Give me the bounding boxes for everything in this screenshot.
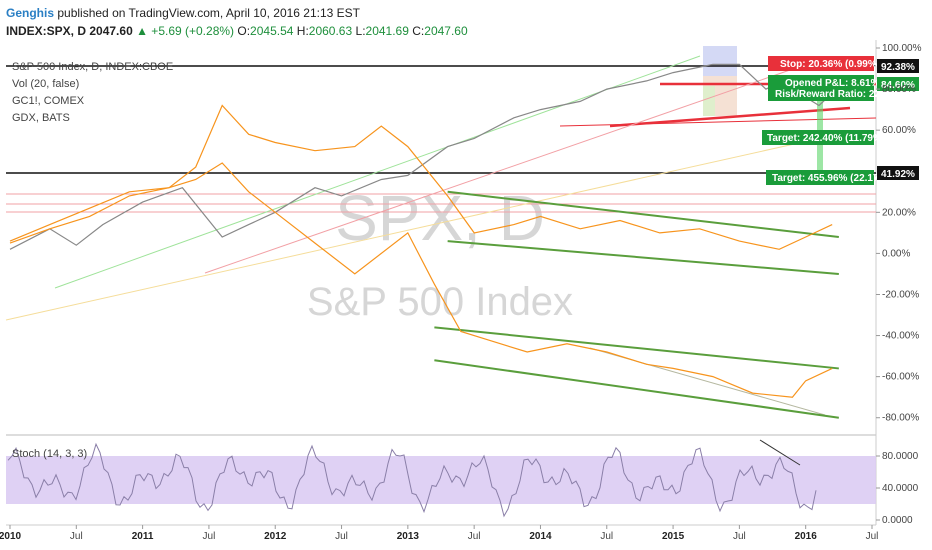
stoch-trendline <box>759 439 801 466</box>
x-tick-label: 2013 <box>397 531 420 542</box>
tag-mid <box>877 77 919 91</box>
reward-zone <box>703 86 715 116</box>
price-value: 2047.60 <box>89 24 133 38</box>
tag-top <box>877 59 919 73</box>
header-line-1: Genghis published on TradingView.com, Ap… <box>6 6 360 20</box>
rr-label: Risk/Reward Ratio: 22.39 <box>775 89 894 100</box>
header-line-2: INDEX:SPX, D 2047.60 ▲ +5.69 (+0.28%) O:… <box>6 24 468 38</box>
symbol-label: INDEX:SPX, D <box>6 24 87 38</box>
watermark-subtitle: S&P 500 Index <box>307 280 573 324</box>
stoch-tick-label: 40.0000 <box>882 483 919 494</box>
channel-1-upper[interactable] <box>447 190 839 238</box>
target1-box[interactable] <box>762 130 874 145</box>
tag-top-label: 92.38% <box>881 62 915 73</box>
stop-box[interactable] <box>768 56 874 71</box>
channel-2-lower[interactable] <box>434 359 839 419</box>
chart-area[interactable]: SPX, D S&P 500 Index S&P 500 Index, D, I… <box>0 40 932 550</box>
open-value: 2045.54 <box>250 24 294 38</box>
target2-label: Target: 455.96% (22.17%) <box>772 173 891 184</box>
x-tick-label: Jul <box>70 531 83 542</box>
green-trendline <box>54 55 701 289</box>
stoch-axis: 80.0000 40.0000 0.0000 <box>876 451 919 526</box>
y-tick-label: 60.00% <box>882 125 916 136</box>
open-label: O: <box>237 24 251 38</box>
target1-label: Target: 242.40% (11.79%) <box>767 133 885 144</box>
y-tick-label: -20.00% <box>882 289 919 300</box>
series-line-1[interactable] <box>9 63 846 250</box>
legend-gc[interactable]: GC1!, COMEX <box>12 95 85 107</box>
x-tick-label: Jul <box>600 531 613 542</box>
x-tick-label: 2012 <box>264 531 287 542</box>
high-value: 2060.63 <box>308 24 353 38</box>
author-link[interactable]: Genghis <box>6 6 55 20</box>
target2-box[interactable] <box>766 170 874 185</box>
x-tick-label: 2014 <box>529 531 552 542</box>
low-label: L: <box>355 24 366 38</box>
series-line-3[interactable] <box>9 162 833 398</box>
y-tick-label: 0.00% <box>882 248 910 259</box>
series-layer[interactable] <box>9 63 846 398</box>
pnl-label: Opened P&L: 8.61% <box>785 78 880 89</box>
stoch-band <box>6 456 876 504</box>
legend-vol[interactable]: Vol (20, false) <box>12 78 79 90</box>
thin-red-line <box>559 117 877 127</box>
price-change: ▲ +5.69 (+0.28%) <box>136 24 235 38</box>
legend-main[interactable]: S&P 500 Index, D, INDEX:CBOE <box>12 61 173 73</box>
x-tick-label: Jul <box>335 531 348 542</box>
tag-low-label: 41.92% <box>881 169 915 180</box>
risk-zone-blue <box>703 46 737 76</box>
channel-2-upper[interactable] <box>434 326 839 370</box>
x-tick-label: Jul <box>866 531 879 542</box>
y-tick-label: 80.00% <box>882 84 916 95</box>
stoch-tick-label: 80.0000 <box>882 451 919 462</box>
tag-mid-label: 84.60% <box>881 80 915 91</box>
x-tick-label: 2011 <box>132 531 154 542</box>
x-tick-label: Jul <box>468 531 481 542</box>
watermark-title: SPX, D <box>335 182 545 254</box>
x-axis: 2010 Jul 2011 Jul 2012 Jul 2013 Jul 2014 Jul 2015 J… <box>0 525 878 542</box>
stoch-line <box>7 442 817 518</box>
high-label: H: <box>296 24 309 38</box>
stop-label: Stop: 20.36% (0.99%) <box>780 59 880 70</box>
y-tick-label: -80.00% <box>882 413 919 424</box>
trade-drawings[interactable] <box>5 46 877 466</box>
neckline[interactable] <box>609 106 851 128</box>
low-value: 2041.69 <box>365 24 409 38</box>
yellow-trendline <box>5 135 831 321</box>
y-tick-label: -60.00% <box>882 372 919 383</box>
published-text: published on TradingView.com, April 10, … <box>57 6 361 20</box>
x-tick-label: 2016 <box>795 531 818 542</box>
stoch-tick-label: 0.0000 <box>882 515 913 526</box>
x-tick-label: Jul <box>733 531 746 542</box>
pnl-box[interactable] <box>768 75 874 101</box>
y-tick-label: -40.00% <box>882 331 919 342</box>
close-value: 2047.60 <box>424 24 468 38</box>
x-tick-label: Jul <box>203 531 216 542</box>
red-trendline <box>204 69 791 274</box>
y-tick-label: 20.00% <box>882 207 916 218</box>
channel-1-lower[interactable] <box>447 240 839 275</box>
y-tick-label: 100.00% <box>882 43 922 54</box>
x-tick-label: 2010 <box>0 531 22 542</box>
tag-low <box>877 166 919 180</box>
stoch-layer <box>7 442 817 518</box>
y-axis: 100.00% 80.00% 60.00% 20.00% 0.00% -20.00% -40… <box>876 43 922 424</box>
close-label: C: <box>412 24 425 38</box>
x-tick-label: 2015 <box>662 531 685 542</box>
channels[interactable] <box>434 190 839 419</box>
legend-gdx[interactable]: GDX, BATS <box>12 112 70 124</box>
legend-stoch[interactable]: Stoch (14, 3, 3) <box>12 448 87 460</box>
